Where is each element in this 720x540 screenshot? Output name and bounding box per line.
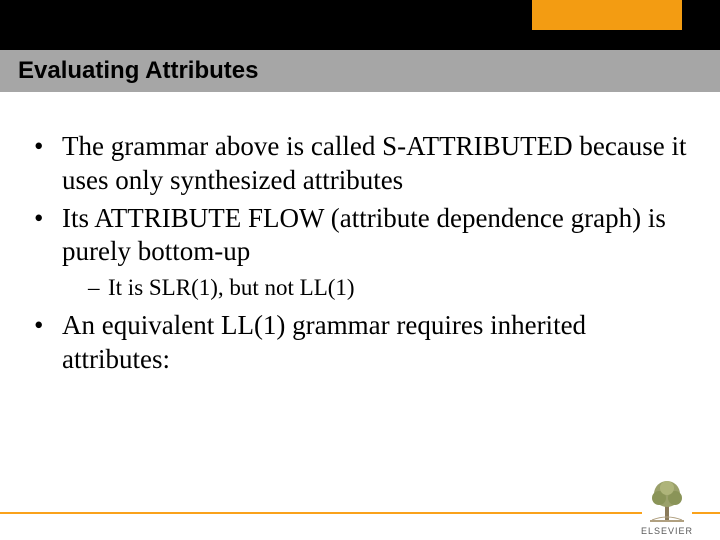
logo-label: ELSEVIER bbox=[632, 526, 702, 536]
footer-divider bbox=[0, 512, 720, 514]
tree-icon bbox=[642, 474, 692, 524]
sub-bullet-list: It is SLR(1), but not LL(1) bbox=[62, 273, 690, 303]
bullet-text: Its ATTRIBUTE FLOW (attribute dependence… bbox=[62, 203, 666, 267]
list-item: Its ATTRIBUTE FLOW (attribute dependence… bbox=[34, 202, 690, 303]
accent-orange-box bbox=[532, 0, 682, 30]
content-area: The grammar above is called S-ATTRIBUTED… bbox=[34, 130, 690, 380]
bullet-text: The grammar above is called S-ATTRIBUTED… bbox=[62, 131, 687, 195]
sub-bullet-text: It is SLR(1), but not LL(1) bbox=[108, 275, 355, 300]
list-item: It is SLR(1), but not LL(1) bbox=[88, 273, 690, 303]
list-item: The grammar above is called S-ATTRIBUTED… bbox=[34, 130, 690, 198]
bullet-list: The grammar above is called S-ATTRIBUTED… bbox=[34, 130, 690, 376]
title-bar: Evaluating Attributes bbox=[0, 50, 720, 92]
publisher-logo: ELSEVIER bbox=[632, 474, 702, 536]
slide-title: Evaluating Attributes bbox=[18, 57, 258, 85]
list-item: An equivalent LL(1) grammar requires inh… bbox=[34, 309, 690, 377]
bullet-text: An equivalent LL(1) grammar requires inh… bbox=[62, 310, 586, 374]
slide: Evaluating Attributes The grammar above … bbox=[0, 0, 720, 540]
